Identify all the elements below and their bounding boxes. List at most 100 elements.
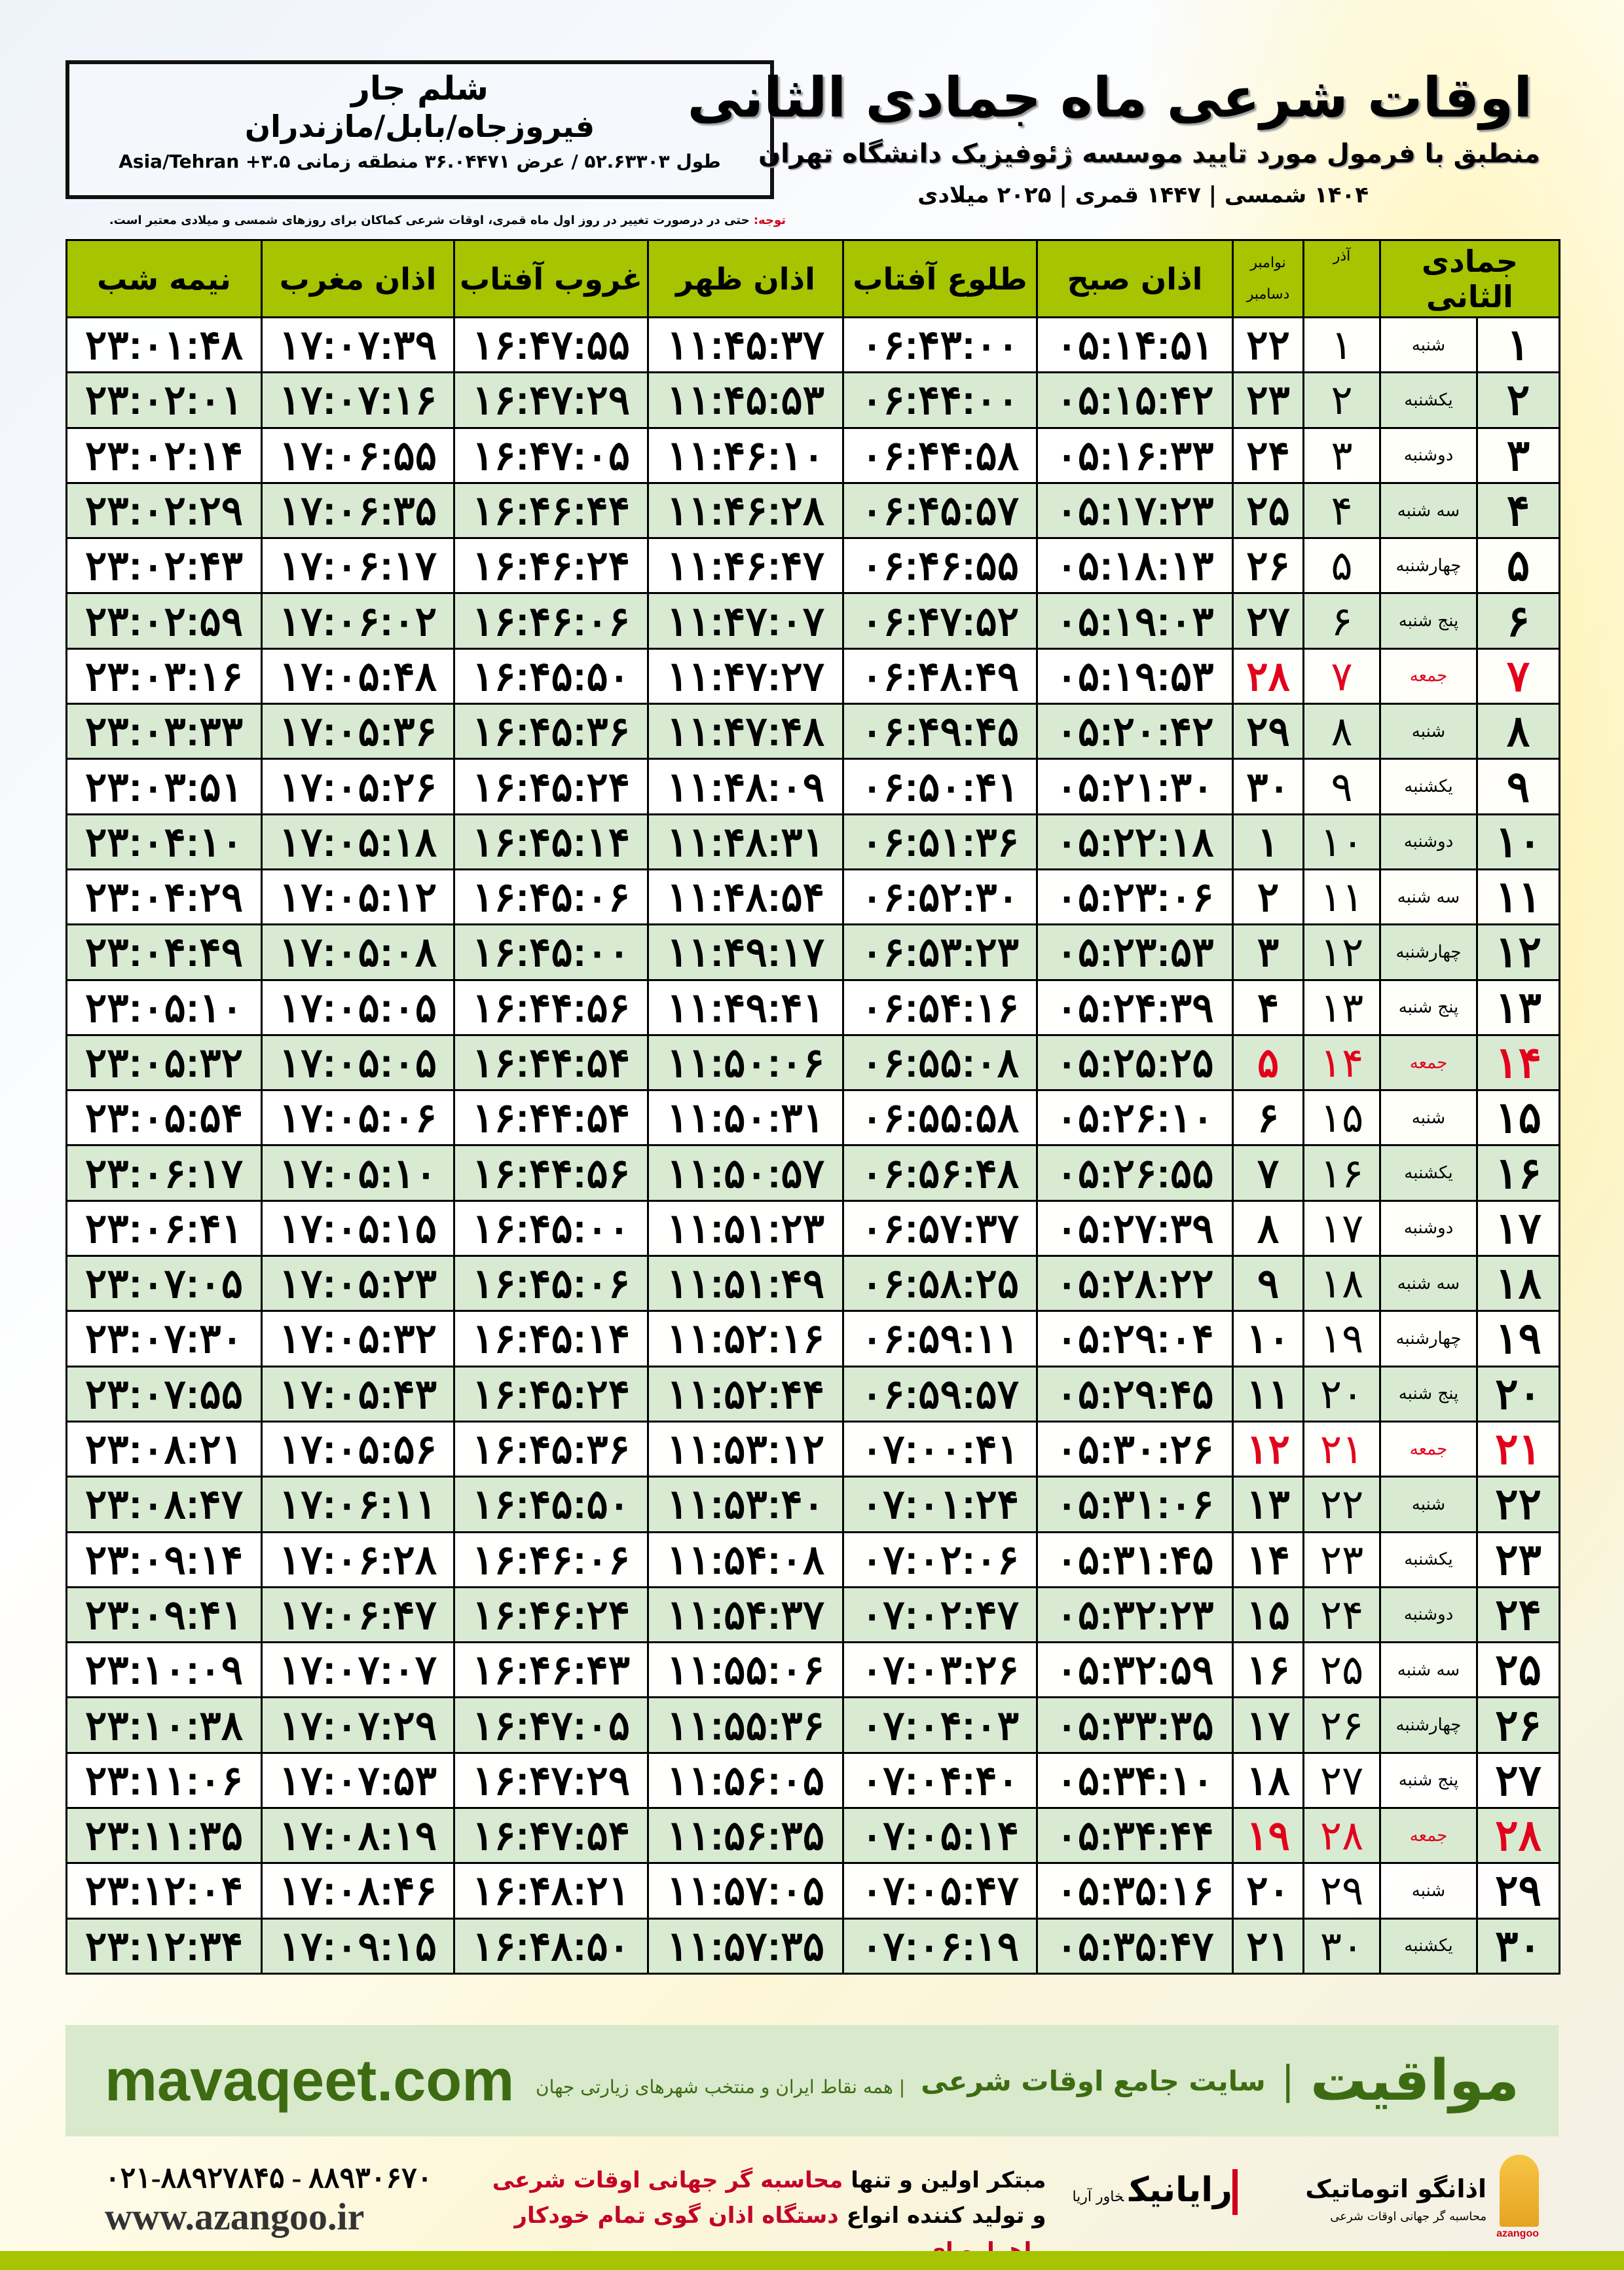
sunrise-time: ۰۶:۵۵:۵۸ — [842, 1089, 1038, 1147]
gregorian-day: ۵ — [1232, 1033, 1304, 1092]
midnight-time: ۲۳:۰۵:۵۴ — [65, 1089, 263, 1147]
table-row: ۱۱ سه شنبه ۱۱ ۲ ۰۵:۲۳:۰۶ ۰۶:۵۲:۳۰ ۱۱:۴۸:۵۴ ۱۶:۴… — [65, 868, 1561, 926]
maghrib-time: ۱۷:۰۶:۲۸ — [261, 1531, 455, 1588]
midnight-time: ۲۳:۰۲:۵۹ — [65, 592, 263, 650]
maghrib-time: ۱۷:۰۵:۴۳ — [261, 1365, 455, 1423]
gregorian-day: ۲۰ — [1232, 1862, 1304, 1920]
hijri-day: ۲ — [1476, 371, 1561, 429]
azar-day: ۱۵ — [1302, 1089, 1381, 1147]
hijri-day: ۱ — [1476, 316, 1561, 374]
fajr-time: ۰۵:۲۱:۳۰ — [1036, 758, 1234, 815]
maghrib-time: ۱۷:۰۶:۱۷ — [261, 537, 455, 595]
gregorian-day: ۱۷ — [1232, 1696, 1304, 1754]
midnight-time: ۲۳:۰۷:۵۵ — [65, 1365, 263, 1423]
dhuhr-time: ۱۱:۵۳:۱۲ — [647, 1420, 844, 1478]
dhuhr-time: ۱۱:۴۷:۴۸ — [647, 703, 844, 760]
table-row: ۲۶ چهارشنبه ۲۶ ۱۷ ۰۵:۳۳:۳۵ ۰۷:۰۴:۰۳ ۱۱:۵۵:۳۶ ۱۶… — [65, 1696, 1561, 1754]
hijri-day: ۵ — [1476, 537, 1561, 595]
azar-day: ۲۲ — [1302, 1476, 1381, 1533]
maghrib-time: ۱۷:۰۵:۲۳ — [261, 1255, 455, 1312]
fajr-time: ۰۵:۲۳:۰۶ — [1036, 868, 1234, 926]
sunrise-time: ۰۷:۰۳:۲۶ — [842, 1641, 1038, 1699]
sunrise-time: ۰۶:۵۷:۳۷ — [842, 1199, 1038, 1257]
sunrise-time: ۰۷:۰۰:۴۱ — [842, 1420, 1038, 1478]
sunset-time: ۱۶:۴۵:۱۴ — [453, 813, 649, 870]
maghrib-time: ۱۷:۰۵:۲۶ — [261, 758, 455, 815]
azar-day: ۱ — [1302, 316, 1381, 374]
hijri-day: ۲۲ — [1476, 1476, 1561, 1533]
sunrise-time: ۰۷:۰۱:۲۴ — [842, 1476, 1038, 1533]
table-row: ۱۸ سه شنبه ۱۸ ۹ ۰۵:۲۸:۲۲ ۰۶:۵۸:۲۵ ۱۱:۵۱:۴۹ ۱۶:۴… — [65, 1255, 1561, 1312]
header-azar: آذر — [1302, 239, 1381, 318]
table-row: ۵ چهارشنبه ۵ ۲۶ ۰۵:۱۸:۱۳ ۰۶:۴۶:۵۵ ۱۱:۴۶:۴۷ ۱۶:۴… — [65, 537, 1561, 595]
sunset-time: ۱۶:۴۷:۲۹ — [453, 371, 649, 429]
hijri-day: ۱۳ — [1476, 978, 1561, 1036]
midnight-time: ۲۳:۱۱:۳۵ — [65, 1807, 263, 1865]
separator: | — [1281, 2058, 1295, 2104]
dhuhr-time: ۱۱:۵۵:۳۶ — [647, 1696, 844, 1754]
dhuhr-time: ۱۱:۴۹:۴۱ — [647, 978, 844, 1036]
weekday: جمعه — [1378, 1420, 1479, 1478]
fajr-time: ۰۵:۳۳:۳۵ — [1036, 1696, 1234, 1754]
maghrib-time: ۱۷:۰۵:۱۰ — [261, 1144, 455, 1202]
azar-day: ۸ — [1302, 703, 1381, 760]
tagline: سایت جامع اوقات شرعی — [921, 2064, 1266, 2097]
maghrib-time: ۱۷:۰۶:۴۷ — [261, 1586, 455, 1644]
bottom-ads: اذانگو اتوماتیک محاسبه گر جهانی اوقات شر… — [65, 2155, 1559, 2264]
website-link[interactable]: mavaqeet.com — [105, 2047, 515, 2113]
sunset-time: ۱۶:۴۸:۵۰ — [453, 1917, 649, 1975]
dhuhr-time: ۱۱:۵۱:۲۳ — [647, 1199, 844, 1257]
fajr-time: ۰۵:۳۲:۲۳ — [1036, 1586, 1234, 1644]
header-sunrise: طلوع آفتاب — [842, 239, 1038, 318]
azar-day: ۱۶ — [1302, 1144, 1381, 1202]
maghrib-time: ۱۷:۰۵:۰۵ — [261, 1033, 455, 1092]
midnight-time: ۲۳:۰۲:۰۱ — [65, 371, 263, 429]
weekday: چهارشنبه — [1378, 923, 1479, 981]
azangoo-website[interactable]: www.azangoo.ir — [105, 2195, 365, 2238]
midnight-time: ۲۳:۰۲:۴۳ — [65, 537, 263, 595]
sunrise-time: ۰۶:۵۸:۲۵ — [842, 1255, 1038, 1312]
fajr-time: ۰۵:۳۱:۴۵ — [1036, 1531, 1234, 1588]
footer-banner: مواقیت | سایت جامع اوقات شرعی | همه نقاط… — [65, 2025, 1559, 2136]
azar-day: ۲۱ — [1302, 1420, 1381, 1478]
midnight-time: ۲۳:۰۵:۱۰ — [65, 978, 263, 1036]
midnight-time: ۲۳:۰۷:۰۵ — [65, 1255, 263, 1312]
table-row: ۲۷ پنج شنبه ۲۷ ۱۸ ۰۵:۳۴:۱۰ ۰۷:۰۴:۴۰ ۱۱:۵۶:۰۵ ۱۶… — [65, 1751, 1561, 1810]
hijri-day: ۲۳ — [1476, 1531, 1561, 1588]
azar-day: ۲۹ — [1302, 1862, 1381, 1920]
hijri-day: ۱۲ — [1476, 923, 1561, 981]
sunset-time: ۱۶:۴۵:۰۶ — [453, 868, 649, 926]
gregorian-day: ۱۶ — [1232, 1641, 1304, 1699]
sunset-time: ۱۶:۴۵:۵۰ — [453, 647, 649, 705]
weekday: یکشنبه — [1378, 371, 1479, 429]
hijri-day: ۱۷ — [1476, 1199, 1561, 1257]
hijri-day: ۳ — [1476, 426, 1561, 484]
midnight-time: ۲۳:۰۲:۲۹ — [65, 481, 263, 540]
dhuhr-time: ۱۱:۴۸:۰۹ — [647, 758, 844, 815]
sunrise-time: ۰۷:۰۴:۰۳ — [842, 1696, 1038, 1754]
maghrib-time: ۱۷:۰۷:۳۹ — [261, 316, 455, 374]
logo-name: اذانگو اتوماتیک — [1305, 2174, 1486, 2203]
sunrise-time: ۰۷:۰۶:۱۹ — [842, 1917, 1038, 1975]
dhuhr-time: ۱۱:۴۸:۳۱ — [647, 813, 844, 870]
midnight-time: ۲۳:۰۳:۵۱ — [65, 758, 263, 815]
gregorian-day: ۲۸ — [1232, 647, 1304, 705]
sunrise-time: ۰۶:۵۵:۰۸ — [842, 1033, 1038, 1092]
azar-day: ۱۰ — [1302, 813, 1381, 870]
table-row: ۸ شنبه ۸ ۲۹ ۰۵:۲۰:۴۲ ۰۶:۴۹:۴۵ ۱۱:۴۷:۴۸ ۱۶:۴۵:۳۶… — [65, 703, 1561, 760]
sunset-time: ۱۶:۴۵:۳۶ — [453, 1420, 649, 1478]
sunset-time: ۱۶:۴۴:۵۴ — [453, 1033, 649, 1092]
sunset-time: ۱۶:۴۵:۳۶ — [453, 703, 649, 760]
midnight-time: ۲۳:۰۳:۱۶ — [65, 647, 263, 705]
weekday: پنج شنبه — [1378, 592, 1479, 650]
table-row: ۳۰ یکشنبه ۳۰ ۲۱ ۰۵:۳۵:۴۷ ۰۷:۰۶:۱۹ ۱۱:۵۷:۳۵ ۱۶:۴… — [65, 1917, 1561, 1975]
promo-1b: محاسبه گر جهانی اوقات شرعی — [492, 2167, 843, 2193]
sunrise-time: ۰۶:۵۹:۱۱ — [842, 1310, 1038, 1368]
weekday: دوشنبه — [1378, 1586, 1479, 1644]
year-line: ۱۴۰۴ شمسی | ۱۴۴۷ قمری | ۲۰۲۵ میلادی — [917, 182, 1369, 208]
maghrib-time: ۱۷:۰۵:۳۲ — [261, 1310, 455, 1368]
gregorian-day: ۲۲ — [1232, 316, 1304, 374]
table-row: ۲۹ شنبه ۲۹ ۲۰ ۰۵:۳۵:۱۶ ۰۷:۰۵:۴۷ ۱۱:۵۷:۰۵ ۱۶:۴۸:… — [65, 1862, 1561, 1920]
azar-day: ۲۳ — [1302, 1531, 1381, 1588]
azar-day: ۲۰ — [1302, 1365, 1381, 1423]
